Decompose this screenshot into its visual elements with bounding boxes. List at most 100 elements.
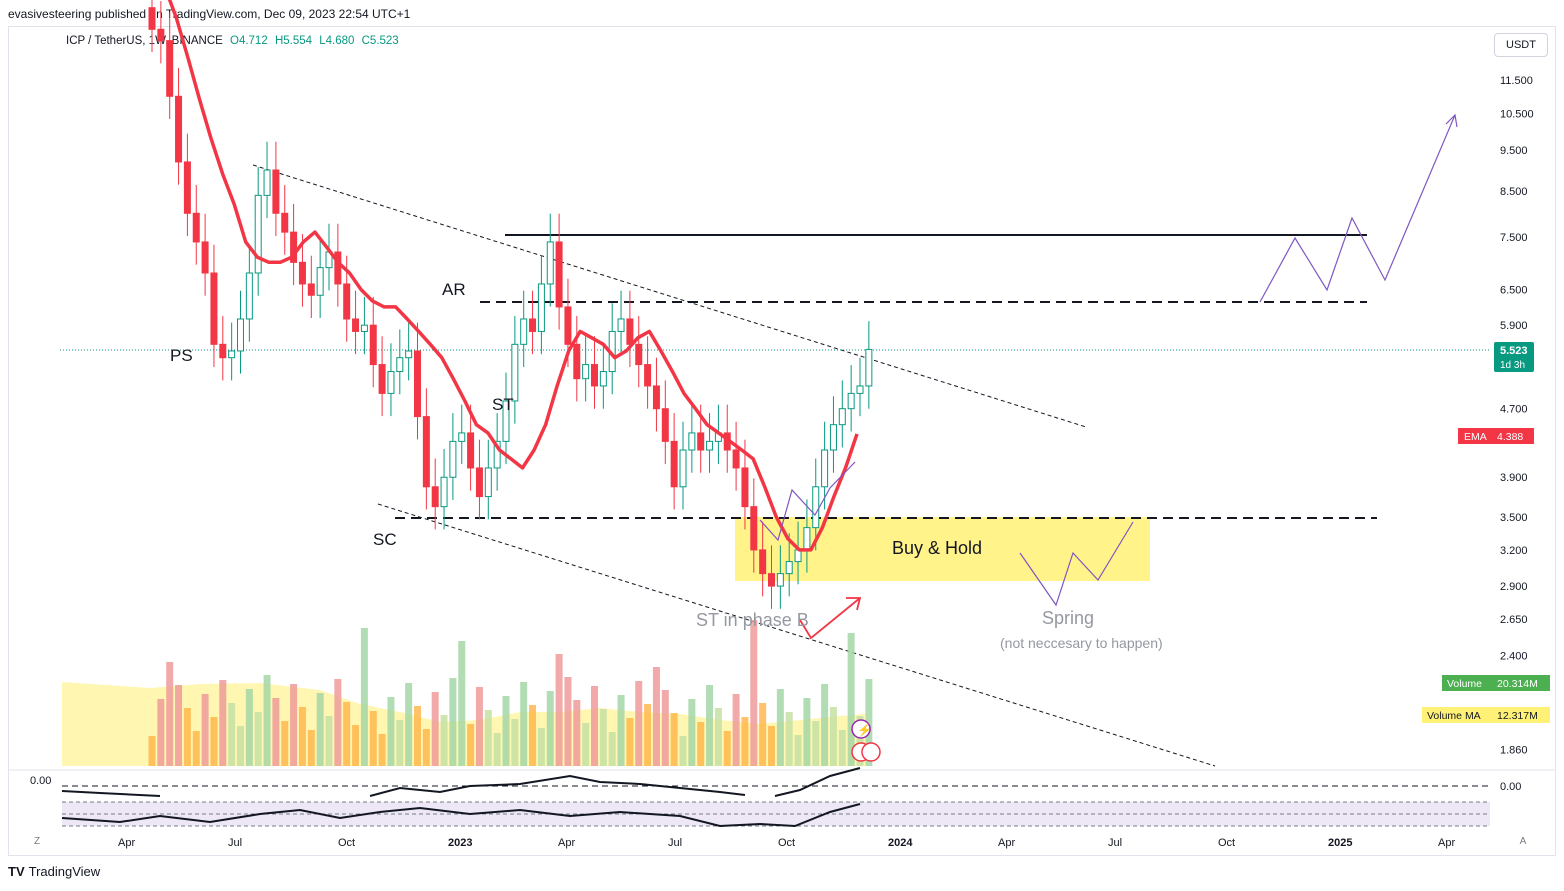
candle-body xyxy=(183,161,191,214)
price-label-countdown: 1d 3h xyxy=(1500,360,1525,371)
volume-bar xyxy=(697,722,705,766)
volume-label-value: 20.314M xyxy=(1497,678,1538,690)
time-tick-0: Apr xyxy=(118,837,135,849)
ema-label-box xyxy=(1458,428,1534,444)
volume-bar xyxy=(166,662,174,766)
auto-scale-left-button[interactable]: Z xyxy=(33,836,41,847)
volume-label-name: Volume xyxy=(1447,678,1482,690)
candle-body xyxy=(741,467,749,508)
candle-body xyxy=(396,357,404,373)
candle-body xyxy=(644,364,652,387)
flag-icon-us-2[interactable] xyxy=(861,742,881,762)
volume-bar xyxy=(387,697,395,766)
volume-bar xyxy=(865,679,873,766)
volume-bar xyxy=(272,698,280,766)
volume-bar xyxy=(688,699,696,766)
candle-body xyxy=(166,40,174,97)
volume-bar xyxy=(838,730,846,766)
candle-body xyxy=(431,486,439,508)
volume-bar xyxy=(652,667,660,766)
price-axis[interactable]: 11.500 10.500 9.500 8.500 7.500 6.500 5.900 4.7… xyxy=(1500,75,1534,756)
candle-body xyxy=(148,7,156,30)
candle-body xyxy=(449,440,457,478)
volume-bar xyxy=(157,699,165,766)
volume-bar xyxy=(759,703,767,766)
candle-body xyxy=(440,476,448,508)
candle-body xyxy=(564,306,572,345)
volume-bar xyxy=(281,721,289,766)
volume-bar xyxy=(378,734,386,766)
candle-body xyxy=(617,318,625,332)
volume-bar xyxy=(617,695,625,766)
candle-body xyxy=(520,318,528,345)
price-tick-1: 10.500 xyxy=(1500,108,1534,120)
time-tick-6: Oct xyxy=(778,837,795,849)
volume-bar xyxy=(449,678,457,766)
volume-bar xyxy=(555,654,563,766)
volume-bar xyxy=(245,689,253,766)
volume-bar xyxy=(829,707,837,766)
candle-body xyxy=(458,432,466,442)
lightning-icon[interactable] xyxy=(851,719,871,739)
currency-button[interactable]: USDT xyxy=(1494,33,1548,57)
price-tick-0: 11.500 xyxy=(1500,75,1533,87)
price-tick-13: 2.400 xyxy=(1500,651,1528,663)
time-axis[interactable]: Apr Jul Oct 2023 Apr Jul Oct 2024 Apr Jul Oct 2025 A… xyxy=(118,837,1455,849)
volume-bar xyxy=(794,735,802,766)
annotation-spring: Spring xyxy=(1042,608,1094,628)
price-tick-9: 3.500 xyxy=(1500,512,1528,524)
annotation-st-phase-b: ST in phase B xyxy=(696,610,809,630)
volume-bar xyxy=(723,731,731,766)
candle-body xyxy=(414,350,421,418)
volume-bar xyxy=(422,729,430,766)
volume-ma-label-box xyxy=(1422,707,1550,723)
candle-body xyxy=(422,416,430,488)
candle-body xyxy=(387,371,395,394)
publisher-line: evasivesteering published on TradingView… xyxy=(8,7,411,21)
candle-body xyxy=(537,283,545,332)
candle-body xyxy=(467,432,475,469)
auto-scale-right-button[interactable]: A xyxy=(1519,836,1527,847)
tradingview-brand[interactable]: TV TradingView xyxy=(8,864,100,879)
time-tick-5: Jul xyxy=(668,837,682,849)
candle-body xyxy=(157,28,165,42)
volume-bar xyxy=(325,716,333,766)
volume-bar xyxy=(148,736,156,766)
volume-bar xyxy=(750,620,758,766)
upper-trendline xyxy=(252,164,1087,428)
volume-bar xyxy=(644,704,652,766)
candle-body xyxy=(821,449,829,488)
price-tick-12: 2.650 xyxy=(1500,614,1528,626)
candle-body xyxy=(502,400,510,442)
candle-body xyxy=(210,272,218,345)
price-tick-4: 7.500 xyxy=(1500,232,1528,244)
projection-arrowhead-upper xyxy=(1445,113,1458,128)
candle-body xyxy=(272,169,280,214)
candle-body xyxy=(582,364,590,380)
ema-label-value: 4.388 xyxy=(1497,431,1523,443)
price-tick-3: 8.500 xyxy=(1500,186,1528,198)
volume-bar xyxy=(741,717,749,766)
price-tick-14: 1.860 xyxy=(1500,744,1528,756)
volume-bar xyxy=(520,682,528,766)
candle-body xyxy=(768,573,775,587)
volume-bar xyxy=(201,694,209,766)
volume-bar xyxy=(511,719,519,766)
candle-body xyxy=(635,343,643,366)
volume-bar xyxy=(608,732,616,766)
volume-bar xyxy=(219,680,227,766)
volume-bar xyxy=(732,694,740,766)
close-value: C5.523 xyxy=(361,35,399,47)
price-label-box xyxy=(1494,342,1534,372)
volume-bar xyxy=(626,718,634,766)
volume-bar xyxy=(396,720,404,766)
volume-bar xyxy=(369,711,377,766)
time-tick-12: Apr xyxy=(1438,837,1455,849)
volume-bar xyxy=(343,702,351,766)
annotation-sc: SC xyxy=(373,530,397,549)
volume-bar xyxy=(546,691,554,766)
candle-body xyxy=(652,385,660,410)
volume-bar xyxy=(706,685,714,766)
candle-body xyxy=(511,343,519,402)
